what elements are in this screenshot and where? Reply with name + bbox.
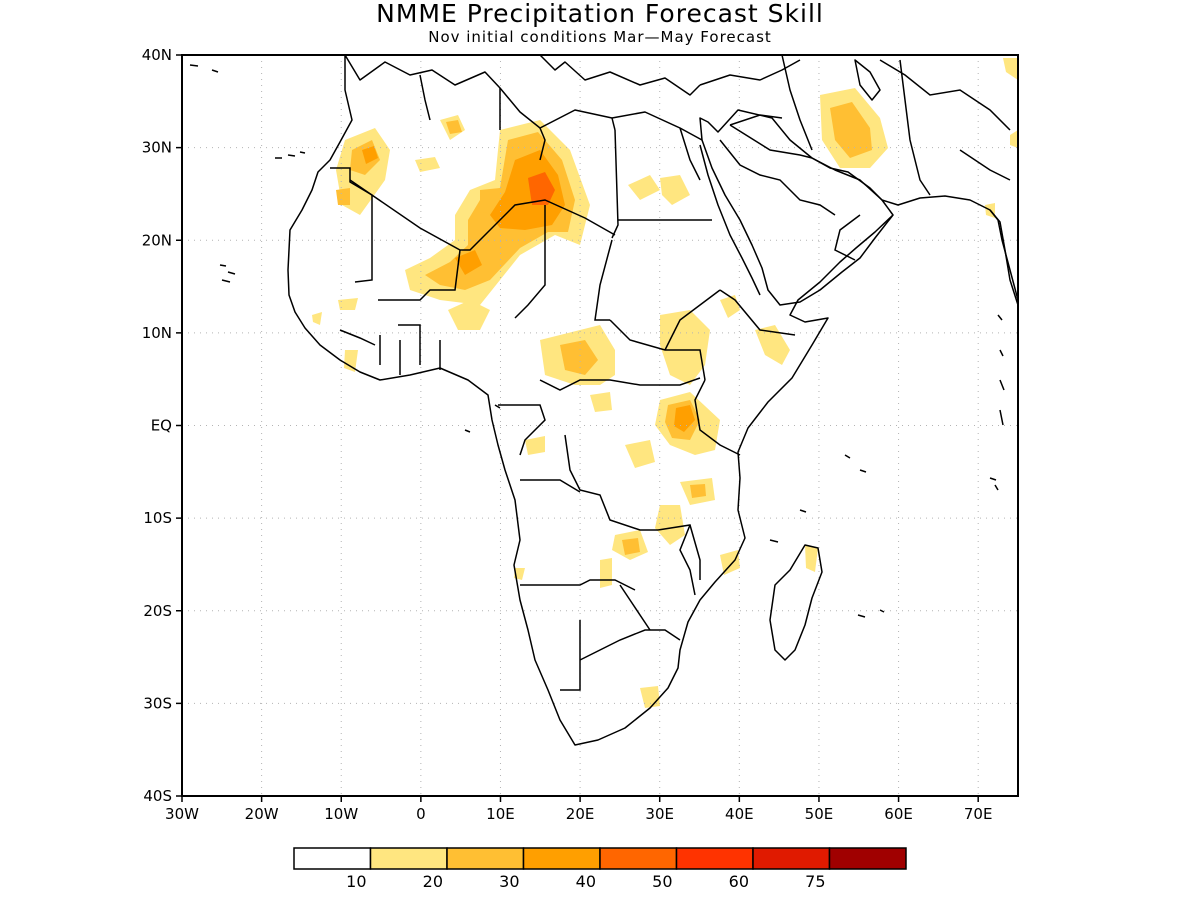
- iran-coast: [781, 55, 813, 151]
- red-sea-west-coast: [699, 144, 761, 296]
- skill-level-30-40: [362, 146, 695, 432]
- caspian-coast: [854, 59, 881, 101]
- colorbar-label: 75: [805, 872, 825, 891]
- lat-tick-label: EQ: [151, 417, 172, 435]
- lon-tick-label: 10E: [486, 805, 515, 823]
- skill-level-10-20: [312, 58, 1018, 708]
- colorbar-label: 50: [652, 872, 672, 891]
- lon-tick-label: 30W: [165, 805, 199, 823]
- skill-level-20-30: [336, 102, 872, 555]
- colorbar-label: 40: [576, 872, 596, 891]
- colorbar: 10 20 30 40 50 60 75: [293, 847, 907, 891]
- coastlines: [189, 55, 1018, 746]
- lon-tick-label: 50E: [805, 805, 834, 823]
- colorbar-label: 10: [346, 872, 366, 891]
- lat-tick-label: 40S: [143, 787, 172, 805]
- indian-ocean-islands: [769, 454, 999, 618]
- cape-verde: [219, 264, 236, 283]
- skill-shading: [312, 58, 1018, 708]
- colorbar-swatch: [675, 847, 754, 870]
- map-gridlines: [182, 55, 1018, 796]
- lat-tick-label: 10S: [143, 509, 172, 527]
- india-coast: [989, 209, 1018, 301]
- lon-tick-label: 30E: [645, 805, 674, 823]
- lon-tick-label: 20E: [566, 805, 595, 823]
- colorbar-swatch: [828, 847, 907, 870]
- colorbar-label: 30: [499, 872, 519, 891]
- europe-coast: [539, 55, 701, 96]
- colorbar-swatch: [293, 847, 372, 870]
- colorbar-swatch: [369, 847, 448, 870]
- azores: [189, 64, 219, 73]
- lon-tick-label: 10W: [324, 805, 358, 823]
- turkey-coast: [699, 59, 801, 86]
- colorbar-swatch: [752, 847, 831, 870]
- canary-islands: [275, 151, 306, 159]
- lat-tick-label: 20N: [142, 231, 172, 249]
- maldives: [997, 314, 1005, 426]
- country-borders: [330, 59, 1011, 691]
- lon-tick-label: 40E: [725, 805, 754, 823]
- lat-tick-label: 10N: [142, 324, 172, 342]
- lat-tick-label: 30S: [143, 694, 172, 712]
- colorbar-label: 60: [729, 872, 749, 891]
- colorbar-swatch: [599, 847, 678, 870]
- colorbar-swatch: [522, 847, 601, 870]
- colorbar-label: 20: [423, 872, 443, 891]
- map-frame: [181, 54, 1019, 797]
- colorbar-swatch: [446, 847, 525, 870]
- lon-tick-label: 70E: [964, 805, 993, 823]
- lat-tick-label: 30N: [142, 139, 172, 157]
- chart-subtitle: Nov initial conditions Mar—May Forecast: [428, 28, 772, 46]
- skill-level-40-50: [528, 172, 555, 205]
- guinea-islands: [464, 404, 501, 433]
- persian-gulf-coast: [811, 157, 1018, 306]
- red-sea-coast: [701, 139, 894, 306]
- lat-tick-label: 40N: [142, 46, 172, 64]
- lat-tick-label: 20S: [143, 602, 172, 620]
- lon-tick-label: 0: [416, 805, 426, 823]
- lon-tick-label: 20W: [245, 805, 279, 823]
- lon-tick-label: 60E: [884, 805, 913, 823]
- madagascar: [769, 544, 823, 661]
- chart-title: NMME Precipitation Forecast Skill: [376, 0, 824, 28]
